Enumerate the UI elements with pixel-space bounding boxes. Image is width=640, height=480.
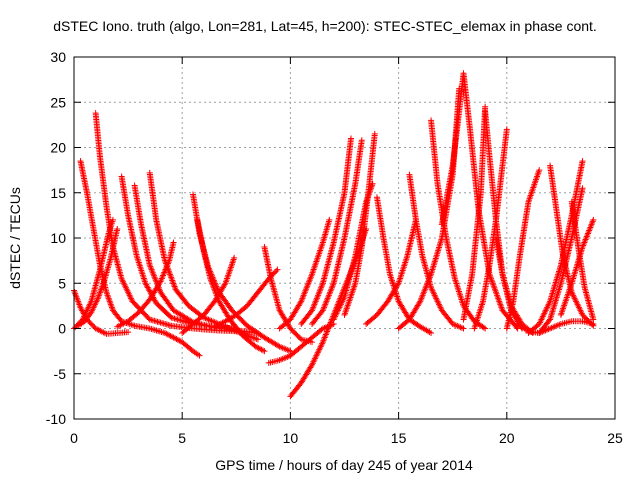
series-track: [568, 198, 597, 323]
series-track: [341, 130, 378, 318]
x-tick-label: 15: [391, 430, 407, 446]
data-point-markers: [261, 244, 316, 346]
data-point-markers: [568, 198, 597, 323]
y-tick-label: 0: [58, 321, 66, 337]
series-track: [309, 137, 365, 327]
series-track: [471, 126, 510, 332]
series-track: [276, 216, 333, 332]
data-point-markers: [514, 318, 597, 337]
x-tick-label: 25: [607, 430, 623, 446]
series-track: [482, 108, 525, 332]
y-tick-label: 5: [58, 275, 66, 291]
series-track: [514, 318, 597, 337]
y-tick-label: 30: [50, 49, 66, 65]
y-tick-label: 20: [50, 140, 66, 156]
data-point-markers: [547, 162, 597, 329]
data-point-markers: [309, 137, 365, 327]
data-point-markers: [482, 108, 525, 332]
series-track: [179, 254, 238, 337]
y-tick-label: -10: [46, 411, 66, 427]
series-track: [75, 225, 121, 329]
data-point-markers: [75, 225, 121, 329]
data-point-markers: [395, 85, 463, 332]
x-tick-label: 20: [499, 430, 515, 446]
y-tick-label: -5: [54, 366, 67, 382]
data-point-markers: [298, 135, 354, 327]
data-point-markers: [363, 216, 419, 327]
data-point-markers: [114, 239, 177, 330]
y-axis-label: dSTEC / TECUs: [7, 187, 23, 289]
data-point-markers: [71, 287, 132, 337]
axes: 0 5 10 15 20 25 -10 -5 0 5 10 15 20 25 30: [46, 49, 623, 446]
data-point-markers: [406, 171, 467, 332]
chart-title: dSTEC Iono. truth (algo, Lon=281, Lat=45…: [53, 18, 597, 34]
x-tick-label: 10: [283, 430, 299, 446]
series-track: [406, 171, 467, 332]
series-track: [395, 85, 463, 332]
series-track: [261, 244, 316, 346]
data-point-markers: [276, 216, 333, 332]
series-track: [114, 239, 177, 330]
x-tick-label: 5: [178, 430, 186, 446]
series-track: [373, 194, 435, 337]
series-track: [503, 167, 543, 332]
series-track: [438, 70, 521, 332]
data-layer: [71, 70, 597, 400]
y-tick-label: 10: [50, 230, 66, 246]
data-point-markers: [341, 130, 378, 318]
x-axis-label: GPS time / hours of day 245 of year 2014: [215, 457, 473, 473]
data-point-markers: [471, 126, 510, 332]
data-point-markers: [373, 194, 435, 337]
data-point-markers: [438, 70, 521, 332]
x-tick-label: 0: [70, 430, 78, 446]
data-point-markers: [179, 254, 238, 337]
series-track: [71, 287, 132, 337]
y-tick-label: 15: [50, 185, 66, 201]
series-track: [547, 162, 597, 329]
series-track: [298, 135, 354, 327]
data-point-markers: [503, 167, 543, 332]
series-track: [363, 216, 419, 327]
y-tick-label: 25: [50, 94, 66, 110]
